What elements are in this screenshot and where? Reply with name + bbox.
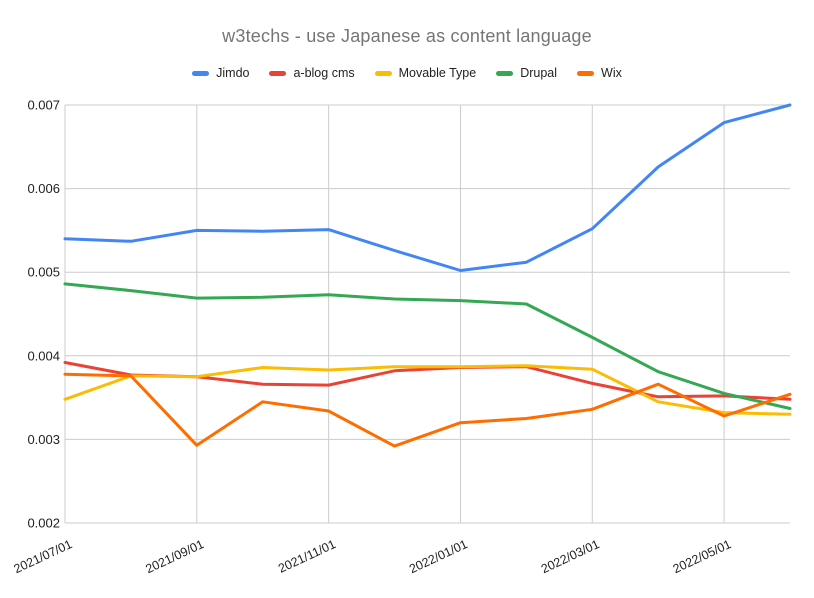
y-axis-tick-label: 0.005 — [27, 265, 60, 280]
legend-color-swatch — [374, 70, 392, 76]
series-line-drupal — [63, 282, 792, 410]
legend-item-a-blog-cms: a-blog cms — [269, 66, 355, 80]
legend-label: Jimdo — [216, 66, 250, 80]
legend: Jimdo a-blog cms Movable Type Drupal Wix — [0, 66, 814, 80]
legend-color-swatch — [496, 70, 514, 76]
x-axis-tick-label: 2021/09/01 — [143, 537, 206, 576]
legend-label: a-blog cms — [293, 66, 355, 80]
legend-item-movable-type: Movable Type — [374, 66, 477, 80]
legend-item-wix: Wix — [577, 66, 622, 80]
y-axis-tick-label: 0.007 — [27, 98, 60, 113]
x-axis-tick-label: 2022/03/01 — [539, 537, 602, 576]
legend-item-jimdo: Jimdo — [192, 66, 249, 80]
x-axis-tick-label: 2021/07/01 — [12, 537, 75, 576]
legend-item-drupal: Drupal — [496, 66, 557, 80]
legend-color-swatch — [192, 70, 210, 76]
legend-color-swatch — [269, 70, 287, 76]
series-line-wix — [63, 372, 792, 448]
series-line-movable-type — [63, 364, 792, 416]
series-line-jimdo — [63, 103, 792, 272]
chart-title: w3techs - use Japanese as content langua… — [222, 26, 592, 46]
x-axis-tick-label: 2022/05/01 — [671, 537, 734, 576]
x-axis-tick-label: 2022/01/01 — [407, 537, 470, 576]
legend-label: Drupal — [520, 66, 558, 80]
y-axis-tick-label: 0.002 — [27, 516, 60, 531]
y-axis-tick-label: 0.004 — [27, 348, 60, 363]
legend-label: Wix — [601, 66, 622, 80]
y-axis-tick-label: 0.006 — [27, 181, 60, 196]
x-axis-tick-label: 2021/11/01 — [276, 537, 338, 576]
y-axis-tick-label: 0.003 — [27, 432, 60, 447]
legend-color-swatch — [577, 70, 595, 76]
legend-label: Movable Type — [398, 66, 477, 80]
